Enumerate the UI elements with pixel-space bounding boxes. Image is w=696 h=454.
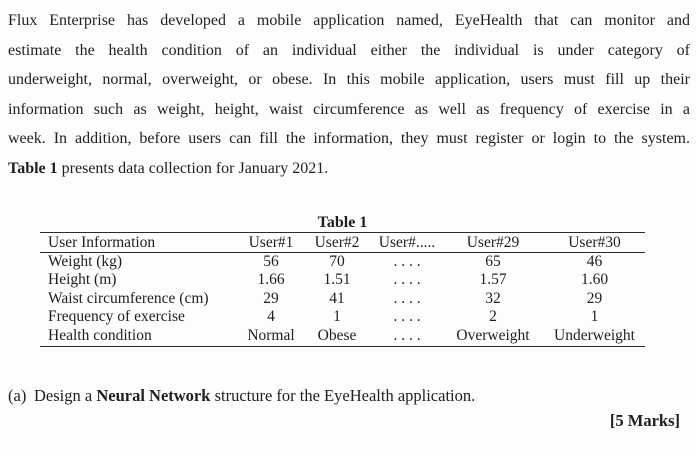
intro-paragraph: Flux Enterprise has developed a mobile a… (8, 6, 690, 184)
column-header-user29: User#29 (442, 232, 544, 253)
column-header-user-ellipsis: User#..... (372, 232, 442, 253)
cell: 1.66 (257, 271, 285, 289)
column-header-user30: User#30 (544, 232, 645, 253)
row-label: Frequency of exercise (48, 308, 185, 326)
cell: 32 (485, 289, 501, 307)
row-label: Health condition (48, 326, 152, 344)
cell: . . . . (393, 326, 421, 344)
column-header-user-information: User Information (40, 232, 240, 253)
cell: . . . . (393, 271, 421, 289)
cell: 1.57 (479, 271, 507, 289)
question-bold-term: Neural Network (96, 385, 211, 405)
data-table: User Information User#1 User#2 User#....… (40, 231, 645, 347)
question-text: Design a Neural Network structure for th… (34, 385, 476, 405)
cell: 1.51 (323, 271, 351, 289)
table-row-frequency: Frequency of exercise 4 1 . . . . 2 1 (40, 308, 645, 327)
table-reference-rest: presents data collection for January 202… (57, 159, 329, 177)
paragraph-line: week. In addition, before users can fill… (8, 130, 690, 148)
paragraph-line: estimate the health condition of an indi… (8, 41, 690, 59)
cell: Overweight (456, 326, 530, 344)
cell: 29 (586, 289, 603, 307)
question-label: (a) (8, 385, 27, 405)
cell: Obese (317, 326, 357, 344)
cell: 29 (263, 289, 279, 307)
table-title: Table 1 (317, 213, 368, 231)
paragraph-line: information such as weight, height, wais… (8, 100, 690, 118)
cell: . . . . (393, 252, 421, 270)
table-row-weight: Weight (kg) 56 70 . . . . 65 46 (40, 252, 645, 271)
row-label: Weight (kg) (48, 252, 123, 270)
cell: 1 (333, 308, 341, 326)
paragraph-line-table-reference: Table 1 presents data collection for Jan… (8, 154, 690, 184)
cell: 41 (329, 289, 345, 307)
table-header-row: User Information User#1 User#2 User#....… (40, 232, 645, 253)
cell: 4 (267, 308, 275, 326)
table-row-waist: Waist circumference (cm) 29 41 . . . . 3… (40, 290, 645, 309)
table-reference-bold: Table 1 (8, 159, 58, 177)
paragraph-line: underweight, normal, overweight, or obes… (8, 71, 690, 89)
cell: . . . . (393, 289, 421, 307)
cell: . . . . (393, 308, 421, 326)
cell: 2 (489, 308, 497, 326)
table-section: Table 1 User Information User#1 User#2 U… (40, 214, 645, 347)
cell: Normal (247, 326, 295, 344)
question-a: (a) Design a Neural Network structure fo… (8, 385, 690, 406)
table-row-health-condition: Health condition Normal Obese . . . . Ov… (40, 327, 645, 346)
cell: 1 (590, 308, 599, 326)
table-row-height: Height (m) 1.66 1.51 . . . . 1.57 1.60 (40, 271, 645, 290)
cell: 70 (329, 252, 345, 270)
cell: 65 (485, 252, 501, 270)
column-header-user2: User#2 (302, 232, 372, 253)
cell: 46 (586, 252, 603, 270)
row-label: Waist circumference (cm) (48, 289, 209, 307)
marks-label: [5 Marks] (609, 410, 680, 430)
cell: Underweight (554, 326, 635, 344)
column-header-user1: User#1 (240, 232, 302, 253)
cell: 56 (263, 252, 279, 270)
row-label: Height (m) (48, 271, 117, 289)
paragraph-line: Flux Enterprise has developed a mobile a… (8, 12, 690, 29)
cell: 1.60 (580, 271, 609, 289)
